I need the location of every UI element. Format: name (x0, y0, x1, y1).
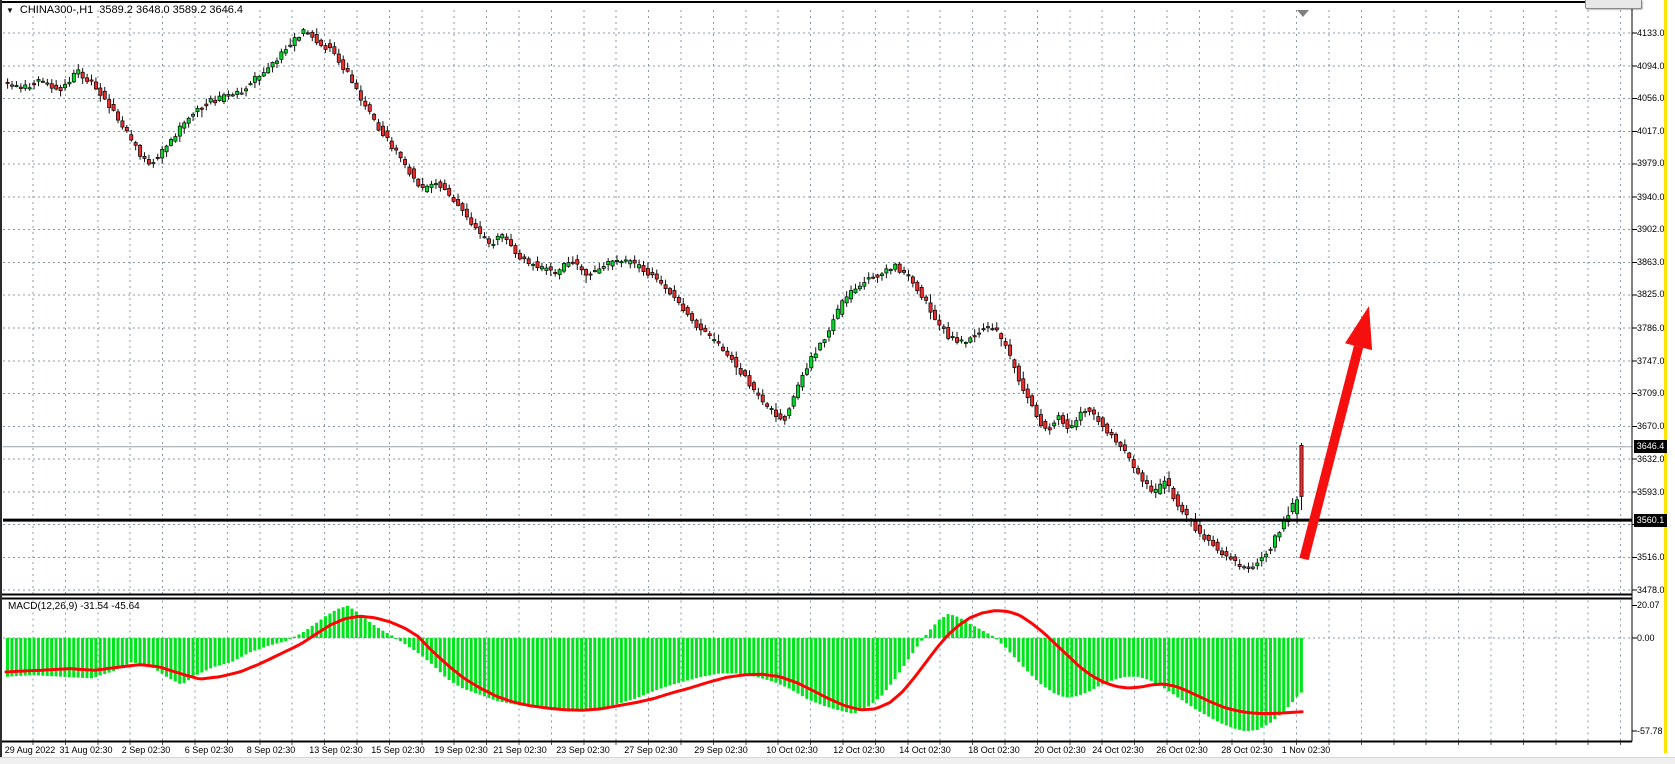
time-tick-label: 29 Aug 2022 (4, 745, 56, 755)
time-tick-label: 6 Sep 02:30 (184, 745, 234, 755)
price-tick-label: 4056.0 (1637, 92, 1665, 103)
signal-line (4, 609, 1304, 715)
macd-histogram (6, 605, 1303, 731)
price-tick-label: 3747.0 (1637, 355, 1665, 366)
price-tick-label: 4094.0 (1637, 60, 1665, 71)
macd-tick-label: 20.07 (1637, 600, 1660, 611)
price-tick-label: 3863.0 (1637, 257, 1665, 268)
time-tick-label: 13 Sep 02:30 (309, 745, 363, 755)
trend-arrow (1299, 306, 1373, 561)
price-tick-label: 4017.0 (1637, 126, 1665, 137)
grid (3, 10, 1632, 745)
macd-tick-label: -57.78 (1637, 725, 1663, 736)
highlight-line (1664, 0, 1667, 753)
time-tick-label: 26 Oct 02:30 (1156, 745, 1208, 755)
time-tick-label: 21 Sep 02:30 (493, 745, 547, 755)
window-bottom-strip (0, 757, 1675, 764)
price-tick-label: 3478.0 (1637, 584, 1665, 595)
price-tick-label: 3516.0 (1637, 552, 1665, 563)
symbol-timeframe-label: CHINA300-,H1 (19, 4, 94, 16)
price-tick-label: 3709.0 (1637, 388, 1665, 399)
symbol-dropdown-icon[interactable]: ▼ (6, 5, 14, 15)
chart-title: ▼ CHINA300-,H1 3589.2 3648.0 3589.2 3646… (6, 4, 243, 16)
pane-borders (0, 1, 1637, 743)
ohlc-readout: 3589.2 3648.0 3589.2 3646.4 (99, 4, 244, 16)
price-tick-label: 3902.0 (1637, 223, 1665, 234)
time-tick-label: 28 Oct 02:30 (1221, 745, 1273, 755)
price-tick-label: 3593.0 (1637, 486, 1665, 497)
cropped-popup[interactable] (1585, 0, 1642, 9)
candle-wicks (7, 28, 1302, 573)
time-tick-label: 31 Aug 02:30 (59, 745, 113, 755)
time-tick-label: 8 Sep 02:30 (246, 745, 296, 755)
price-tick-label: 3632.0 (1637, 453, 1665, 464)
price-tick-label: 4133.0 (1637, 27, 1665, 38)
time-tick-label: 10 Oct 02:30 (766, 745, 818, 755)
price-tick-label: 3940.0 (1637, 191, 1665, 202)
macd-tick-label: 0.00 (1637, 632, 1655, 643)
time-tick-label: 19 Sep 02:30 (434, 745, 488, 755)
price-tick-label: 3825.0 (1637, 289, 1665, 300)
time-tick-label: 12 Oct 02:30 (833, 745, 885, 755)
macd-indicator-label: MACD(12,26,9) -31.54 -45.64 (8, 601, 140, 612)
support-price-badge: 3560.1 (1634, 513, 1667, 527)
time-tick-label: 27 Sep 02:30 (624, 745, 678, 755)
time-tick-label: 23 Sep 02:30 (556, 745, 610, 755)
price-tick-label: 3979.0 (1637, 158, 1665, 169)
time-tick-label: 1 Nov 02:30 (1281, 745, 1331, 755)
time-tick-label: 29 Sep 02:30 (694, 745, 748, 755)
price-tick-label: 3670.0 (1637, 421, 1665, 432)
time-tick-label: 18 Oct 02:30 (968, 745, 1020, 755)
time-tick-label: 2 Sep 02:30 (121, 745, 171, 755)
time-tick-label: 24 Oct 02:30 (1092, 745, 1144, 755)
candlestick-series (5, 29, 1304, 569)
chart-shift-marker-icon[interactable] (1297, 10, 1309, 17)
window-left-frame (0, 0, 2, 757)
time-tick-label: 15 Sep 02:30 (371, 745, 425, 755)
current-price-badge: 3646.4 (1634, 440, 1667, 454)
time-tick-label: 14 Oct 02:30 (899, 745, 951, 755)
time-tick-label: 20 Oct 02:30 (1034, 745, 1086, 755)
price-tick-label: 3786.0 (1637, 322, 1665, 333)
